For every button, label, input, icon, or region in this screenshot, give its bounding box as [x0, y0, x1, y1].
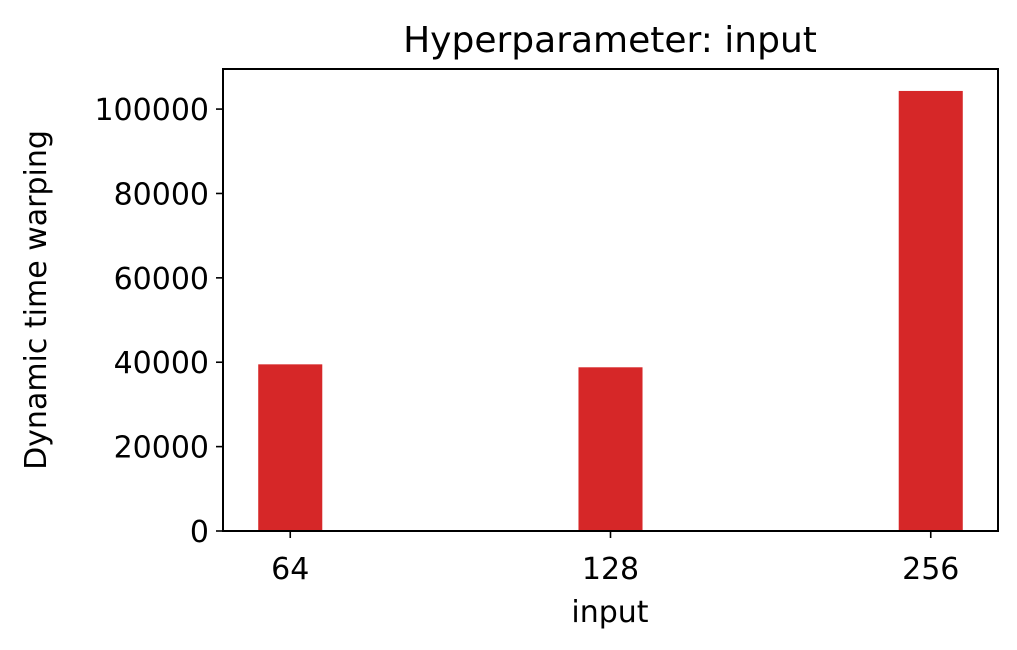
bar-64	[258, 364, 323, 531]
chart-title: Hyperparameter: input	[403, 20, 817, 61]
y-tick-label: 0	[190, 515, 209, 550]
x-tick-label: 128	[582, 552, 639, 587]
y-tick-label: 100000	[94, 93, 209, 128]
bar-group	[258, 90, 963, 531]
y-tick-label: 20000	[114, 431, 209, 466]
y-axis-ticks: 0 20000 40000 60000 80000 100000	[94, 93, 223, 550]
y-tick-label: 40000	[114, 346, 209, 381]
x-tick-label: 64	[271, 552, 309, 587]
bar-256	[898, 90, 963, 531]
y-axis-label: Dynamic time warping	[19, 130, 54, 470]
y-tick-label: 80000	[114, 177, 209, 212]
x-axis-label: input	[571, 595, 648, 630]
x-tick-label: 256	[902, 552, 959, 587]
y-tick-label: 60000	[114, 262, 209, 297]
x-axis-ticks: 64 128 256	[271, 531, 959, 587]
bar-128	[578, 367, 643, 531]
plot-frame	[222, 68, 999, 532]
